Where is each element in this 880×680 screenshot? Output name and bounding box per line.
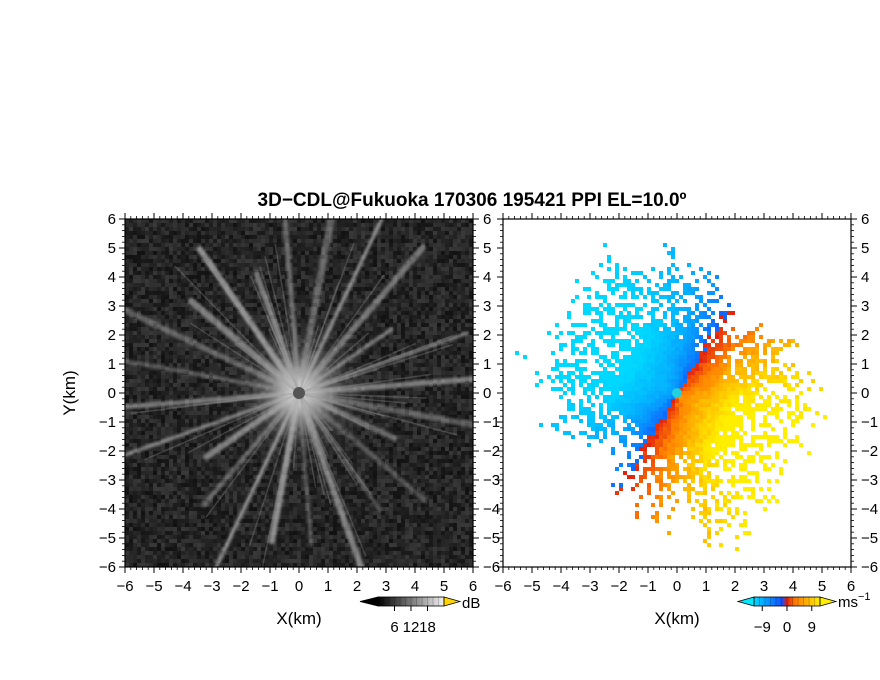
y-tick-label-right: −5 [861,530,878,547]
y-tick-label-right: 5 [861,240,869,257]
reflectivity-axes: −6−6 −6−5−5 −5−4−4 −4−3−3 −3−2−2 −2−1−1 −100 01… [99,211,500,595]
x-tick-label: −4 [552,578,569,595]
x-tick-label: −5 [145,578,162,595]
velocity-center-marker [672,388,682,398]
velocity-axes: −6 −6 −5 −5 −4 −4 −3 −3 −2 −2 −1 −1 0 0 1 1 2 2 3 3 4 4 5 5 6 6 [494,211,878,595]
x-tick-label: −2 [232,578,249,595]
x-tick-label: −6 [116,578,133,595]
y-tick-label-right: −3 [861,472,878,489]
x-tick-label: −3 [581,578,598,595]
velocity-field [515,243,827,551]
y-tick-label: −2 [99,443,116,460]
y-tick-label: 4 [108,269,116,286]
y-tick-label: 2 [108,327,116,344]
x-tick-label: 2 [353,578,361,595]
y-tick-label: 1 [108,356,116,373]
velocity-x-axis-label: X(km) [654,609,699,628]
colorbar-tick-label: 6 [390,619,398,636]
y-tick-label-right: 6 [861,211,869,228]
y-tick-label: −6 [99,559,116,576]
chart-title: 3D−CDL@Fukuoka 170306 195421 PPI EL=10.0… [258,190,687,211]
y-tick-label-right: −6 [861,559,878,576]
reflectivity-colorbar: 6 12 18 dB [359,595,480,636]
y-tick-label-right: 2 [483,327,491,344]
x-tick-label: 2 [731,578,739,595]
colorbar-tick-label: 9 [808,619,816,636]
x-tick-label: −1 [261,578,278,595]
y-tick-label-right: 0 [483,385,491,402]
x-tick-label: 5 [440,578,448,595]
colorbar-tick-label: 0 [783,619,791,636]
reflectivity-colorbar-unit: dB [462,595,480,612]
y-tick-label-right: −5 [483,530,500,547]
x-tick-label: 3 [382,578,390,595]
x-tick-label: 1 [324,578,332,595]
velocity-colorbar: −9 0 9 ms−1 [736,591,871,636]
y-tick-label: 0 [108,385,116,402]
y-tick-label: −1 [99,414,116,431]
y-tick-label-right: 1 [483,356,491,373]
x-tick-label: −4 [174,578,191,595]
colorbar-tick-label: 18 [419,619,436,636]
y-tick-label-right: −3 [483,472,500,489]
y-tick-label-right: −1 [861,414,878,431]
y-tick-label-right: 5 [483,240,491,257]
y-tick-label-right: −2 [483,443,500,460]
x-tick-label: −5 [523,578,540,595]
colorbar-tick-label: 12 [403,619,420,636]
y-tick-label: −3 [99,472,116,489]
x-tick-label: 6 [847,578,855,595]
y-tick-label: 5 [108,240,116,257]
y-tick-label: −5 [99,530,116,547]
velocity-colorbar-unit: ms−1 [838,591,871,611]
y-tick-label-right: −1 [483,414,500,431]
y-tick-label-right: −4 [861,501,878,518]
x-tick-label: 3 [760,578,768,595]
y-tick-label: 6 [108,211,116,228]
y-tick-label-right: 3 [861,298,869,315]
x-tick-label: 0 [673,578,681,595]
y-tick-label-right: 2 [861,327,869,344]
y-axis-label: Y(km) [60,370,79,415]
reflectivity-panel: −6−6 −6−5−5 −5−4−4 −4−3−3 −3−2−2 −2−1−1 −100 01… [60,211,500,636]
x-tick-label: 4 [411,578,419,595]
x-tick-label: −1 [639,578,656,595]
x-tick-label: −3 [203,578,220,595]
colorbar-tick-label: −9 [754,619,771,636]
x-tick-label: 5 [818,578,826,595]
y-tick-label-right: 0 [861,385,869,402]
reflectivity-x-axis-label: X(km) [276,609,321,628]
x-tick-label: 0 [295,578,303,595]
y-tick-label-right: −2 [861,443,878,460]
radar-center-marker [293,387,305,399]
velocity-panel: −6 −6 −5 −5 −4 −4 −3 −3 −2 −2 −1 −1 0 0 1 1 2 2 3 3 4 4 5 5 6 6 X… [494,211,878,636]
y-tick-label-right: −4 [483,501,500,518]
x-tick-label: −2 [610,578,627,595]
y-tick-label-right: 6 [483,211,491,228]
y-tick-label: 3 [108,298,116,315]
y-tick-label-right: 3 [483,298,491,315]
y-tick-label: −4 [99,501,116,518]
y-tick-label-right: 4 [483,269,491,286]
x-tick-label: 1 [702,578,710,595]
y-tick-label-right: 1 [861,356,869,373]
x-tick-label: 6 [469,578,477,595]
x-tick-label: 4 [789,578,797,595]
y-tick-label-right: −6 [483,559,500,576]
y-tick-label-right: 4 [861,269,869,286]
x-tick-label: −6 [494,578,511,595]
